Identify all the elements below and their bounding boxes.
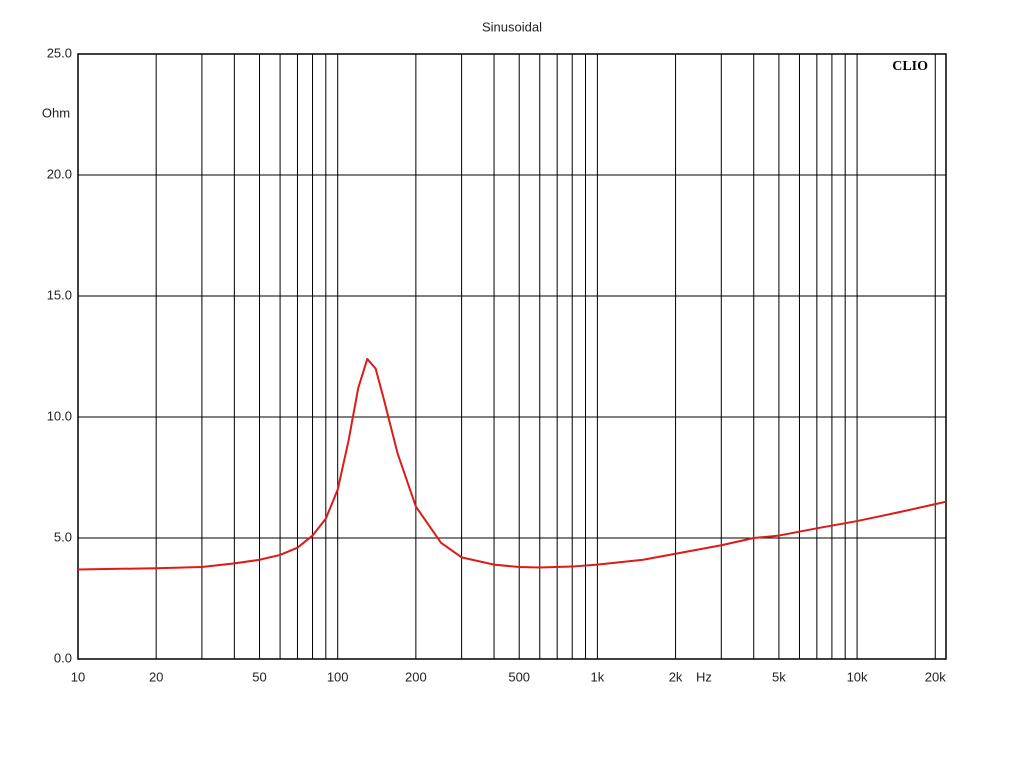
x-tick-label: 10k: [847, 669, 868, 684]
x-tick-label: 10: [71, 669, 85, 684]
y-tick-label: 0.0: [54, 650, 72, 665]
x-tick-label: 500: [508, 669, 530, 684]
y-tick-label: 5.0: [54, 529, 72, 544]
x-tick-label: 20: [149, 669, 163, 684]
y-tick-label: 15.0: [47, 287, 72, 302]
y-axis-label: Ohm: [42, 105, 70, 120]
y-tick-label: 10.0: [47, 408, 72, 423]
x-tick-label: 50: [252, 669, 266, 684]
plot-frame: [77, 53, 947, 660]
x-tick-label: 5k: [772, 669, 786, 684]
x-tick-label: 2k: [669, 669, 683, 684]
y-tick-label: 20.0: [47, 166, 72, 181]
brand-label: CLIO: [892, 59, 928, 74]
x-tick-label: 1k: [591, 669, 605, 684]
x-tick-label: 200: [405, 669, 427, 684]
x-axis-label: Hz: [696, 669, 712, 684]
y-tick-label: 25.0: [47, 45, 72, 60]
chart-title: Sinusoidal: [482, 19, 542, 34]
x-tick-label: 20k: [925, 669, 946, 684]
x-tick-label: 100: [327, 669, 349, 684]
impedance-curve: [77, 357, 947, 571]
